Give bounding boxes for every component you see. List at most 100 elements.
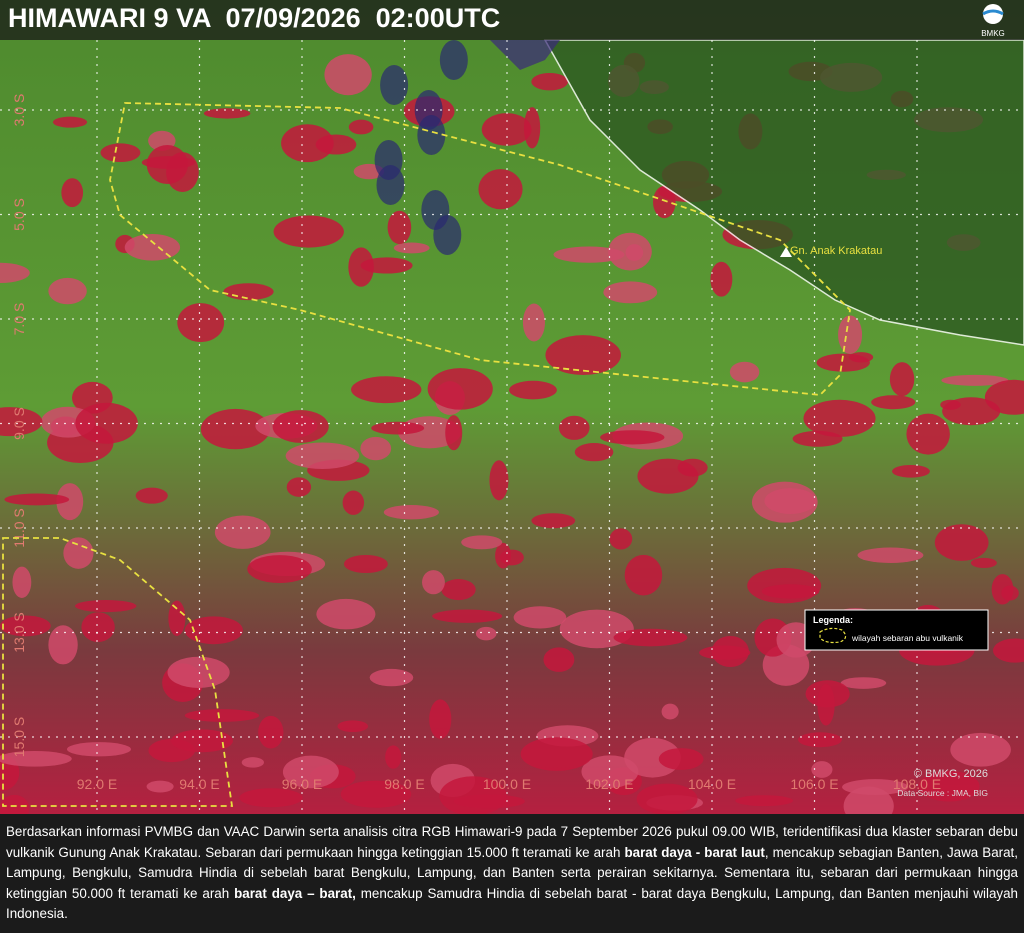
cloud <box>258 715 284 749</box>
caption-text: Berdasarkan informasi PVMBG dan VAAC Dar… <box>6 824 1018 860</box>
cloud <box>56 483 84 521</box>
cloud <box>81 612 115 643</box>
cloud <box>840 677 887 689</box>
cloud <box>48 625 78 665</box>
cloud <box>636 783 698 814</box>
cloud <box>439 776 507 814</box>
cloud <box>889 362 915 397</box>
cloud <box>241 757 264 768</box>
cloud <box>1001 585 1019 601</box>
cloud <box>509 380 557 400</box>
cloud <box>146 780 174 793</box>
cloud <box>522 303 546 342</box>
cloud <box>817 684 835 726</box>
cloud <box>624 737 681 778</box>
cloud <box>75 402 138 444</box>
caption-text: , mencakup sebagian Banten, Jawa Barat, … <box>6 844 1018 901</box>
cloud <box>380 65 409 105</box>
cloud <box>124 234 181 261</box>
cloud <box>581 755 639 788</box>
cloud <box>811 761 833 778</box>
cloud <box>871 395 916 410</box>
cloud <box>427 368 493 410</box>
legend-box <box>804 609 989 651</box>
cloud <box>603 281 658 304</box>
satellite-map: 3.0 S 5.0 S 7.0 S 9.0 S 11.0 S 13.0 S 15.0 S 92… <box>0 0 1024 814</box>
cloud <box>523 107 541 149</box>
cloud <box>177 303 225 343</box>
lat-label: 9.0 S <box>11 407 27 440</box>
cloud <box>624 554 663 596</box>
lon-label: 96.0 E <box>282 776 322 792</box>
logo-icon <box>982 9 1004 16</box>
cloud <box>609 528 633 550</box>
cloud <box>661 703 679 720</box>
cloud <box>0 794 30 814</box>
lat-label: 11.0 S <box>11 508 27 547</box>
cloud <box>52 116 88 128</box>
cloud <box>351 376 422 404</box>
lon-label: 102.0 E <box>585 776 633 792</box>
cloud <box>838 315 863 354</box>
cloud <box>970 557 997 568</box>
cloud <box>146 144 188 185</box>
cloud <box>545 335 621 376</box>
lat-label: 7.0 S <box>11 303 27 336</box>
land <box>490 40 560 70</box>
cloud <box>348 119 374 135</box>
title: HIMAWARI 9 VA 07/09/2026 02:00UTC <box>8 3 500 33</box>
cloud <box>543 647 575 672</box>
cloud <box>475 626 497 641</box>
lon-label: 106.0 E <box>790 776 838 792</box>
cloud <box>393 242 430 254</box>
cloud <box>223 283 274 301</box>
cloud <box>461 535 503 550</box>
cloud <box>4 493 70 506</box>
cloud <box>439 40 468 80</box>
ash-area-1 <box>109 102 851 396</box>
cloud <box>906 413 950 455</box>
volcano-marker <box>780 247 792 257</box>
cloud <box>0 750 72 767</box>
cloud <box>429 699 452 739</box>
lon-label: 104.0 E <box>688 776 736 792</box>
lat-label: 13.0 S <box>11 612 27 652</box>
cloud <box>200 408 271 450</box>
lat-label: 3.0 S <box>11 94 27 127</box>
cloud <box>531 513 576 529</box>
logo-icon <box>983 4 1003 24</box>
cloud <box>324 54 372 96</box>
cloud <box>100 143 141 163</box>
cloud <box>369 668 414 687</box>
cloud <box>432 609 503 623</box>
cloud <box>941 374 1009 386</box>
cloud <box>842 779 909 795</box>
cloud <box>376 165 405 205</box>
cloud <box>0 262 30 283</box>
cloud <box>600 430 665 445</box>
cloud <box>803 399 876 438</box>
cloud <box>0 615 51 637</box>
cloud <box>184 616 243 645</box>
cloud <box>168 600 186 636</box>
cloud <box>214 515 271 549</box>
cloud <box>343 554 388 574</box>
cloud <box>798 732 842 748</box>
cloud <box>135 487 168 504</box>
cloud <box>950 732 1011 767</box>
cloud <box>513 606 567 629</box>
lon-label: 92.0 E <box>77 776 117 792</box>
cloud <box>61 178 84 208</box>
ash-area-2 <box>2 537 234 807</box>
cloud <box>553 246 625 263</box>
cloud <box>0 407 43 437</box>
cloud <box>918 771 980 802</box>
cloud <box>489 460 509 501</box>
cloud <box>12 566 32 598</box>
cloud <box>531 73 569 91</box>
legend-item: wilayah sebaran abu vulkanik <box>851 633 964 643</box>
lat-label: 15.0 S <box>11 717 27 757</box>
cloud <box>653 185 676 219</box>
caption-text: barat daya - barat laut <box>624 844 765 860</box>
cloud <box>75 599 137 613</box>
